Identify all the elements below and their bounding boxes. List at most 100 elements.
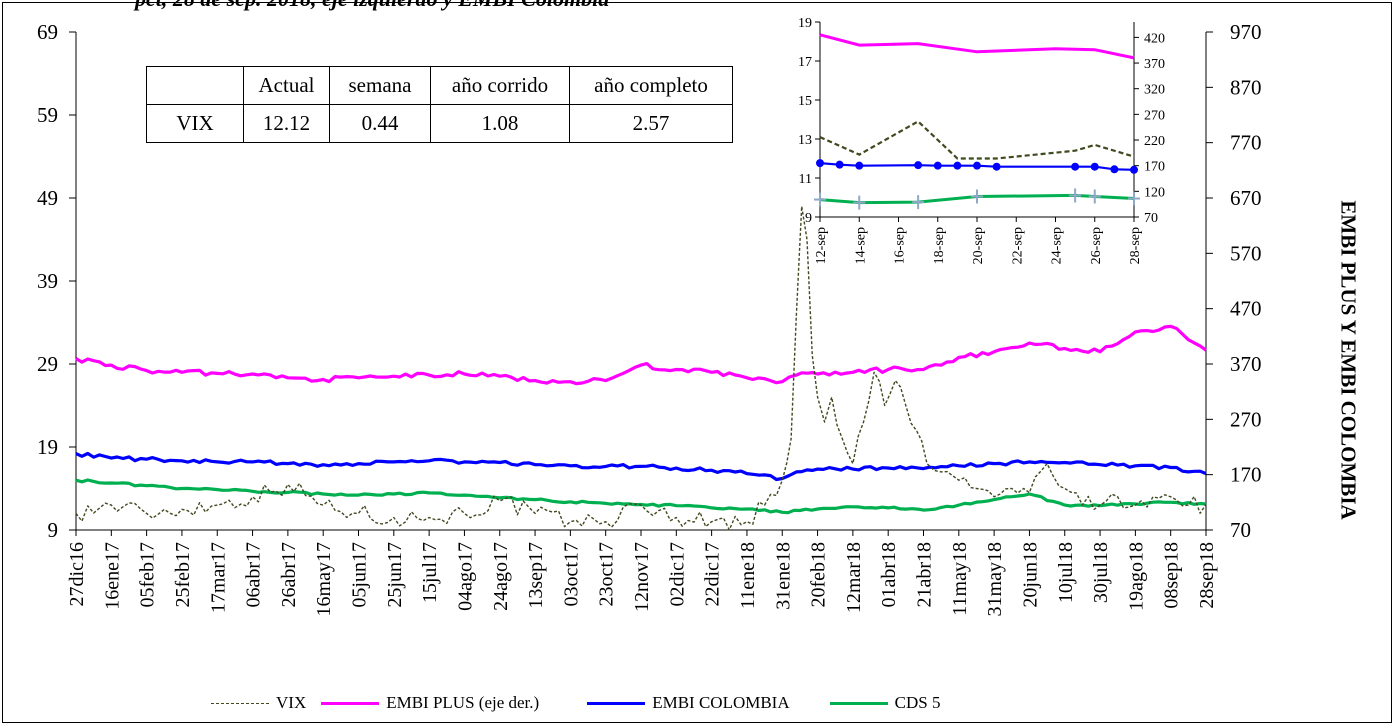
main-axes: 6959493929199970870770670570470370270170…: [37, 20, 1262, 616]
x-tick-label: 25jun17: [384, 542, 406, 608]
inset-x-tick-label: 22-sep: [1010, 227, 1025, 264]
x-tick-label: 26abr17: [278, 542, 300, 608]
inset-y-left-tick-label: 13: [798, 133, 812, 148]
series-line-cds-5: [75, 478, 1207, 515]
x-tick-label: 08sep18: [1161, 542, 1183, 609]
inset-y-right-tick-label: 220: [1144, 134, 1165, 149]
inset-point-embi-colombia: [816, 159, 824, 168]
legend-item: VIX: [211, 693, 306, 713]
y-right-tick-label: 570: [1230, 241, 1262, 265]
inset-y-left-tick-label: 19: [798, 16, 812, 31]
inset-x-tick-label: 14-sep: [853, 227, 868, 264]
table-cell: 12.12: [243, 104, 330, 143]
x-tick-label: 05feb17: [137, 542, 159, 608]
x-tick-label: 11ene18: [737, 542, 759, 609]
inset-y-right-tick-label: 270: [1144, 108, 1165, 123]
table-row: VIX 12.12 0.44 1.08 2.57: [146, 104, 733, 143]
x-tick-label: 20feb18: [808, 542, 830, 608]
inset-point-embi-colombia: [933, 161, 942, 170]
x-tick-label: 17mar17: [207, 542, 229, 613]
x-tick-label: 24ago17: [490, 542, 512, 611]
inset-y-right-tick-label: 70: [1144, 211, 1158, 226]
y-right-tick-label: 170: [1230, 463, 1262, 487]
inset-y-left-tick-label: 17: [798, 55, 812, 70]
y-left-tick-label: 9: [48, 518, 59, 542]
x-tick-label: 10jul18: [1055, 542, 1077, 603]
legend-label: EMBI PLUS (eje der.): [386, 693, 540, 712]
x-tick-label: 28sep18: [1196, 542, 1218, 609]
inset-y-right-tick-label: 420: [1144, 31, 1165, 46]
legend: VIX EMBI PLUS (eje der.) EMBI COLOMBIA C…: [211, 690, 955, 716]
inset-point-embi-colombia: [855, 161, 864, 170]
x-tick-label: 02dic17: [666, 542, 688, 606]
inset-point-embi-colombia: [1130, 165, 1138, 174]
legend-swatch: [321, 701, 380, 705]
legend-swatch: [211, 702, 269, 704]
y-right-tick-label: 770: [1230, 131, 1262, 155]
inset-y-right-tick-label: 120: [1144, 185, 1165, 200]
x-tick-label: 13sep17: [525, 542, 547, 609]
inset-y-left-tick-label: 11: [799, 172, 812, 187]
y-right-tick-label: 370: [1230, 352, 1262, 376]
x-tick-label: 06abr17: [243, 542, 265, 608]
vix-stats-table: Actual semana año corrido año completo V…: [146, 66, 733, 143]
inset-x-tick-label: 16-sep: [893, 227, 908, 264]
inset-background: [820, 22, 1134, 217]
x-tick-label: 16ene17: [101, 542, 123, 610]
table-cell: 0.44: [329, 104, 431, 143]
cut-off-title: pct, 28 de scp. 2018, eje izquierdo y EM…: [135, 0, 609, 12]
inset-point-embi-colombia: [1090, 162, 1099, 171]
y-right-tick-label: 270: [1230, 407, 1262, 431]
x-tick-label: 16may17: [313, 542, 335, 616]
inset-point-embi-colombia: [973, 161, 981, 170]
y-left-tick-label: 29: [37, 352, 58, 376]
x-tick-label: 31ene18: [772, 542, 794, 610]
legend-item: EMBI PLUS (eje der.): [321, 693, 539, 713]
inset-point-embi-colombia: [1110, 165, 1119, 174]
series-line-embi-plus-eje-der-: [75, 324, 1207, 386]
table-header-cell: Actual: [243, 66, 330, 105]
inset-x-tick-label: 12-sep: [814, 227, 829, 264]
x-tick-label: 15jul17: [419, 542, 441, 603]
x-tick-label: 31may18: [984, 542, 1006, 616]
legend-swatch: [829, 701, 888, 705]
table-cell: 2.57: [569, 104, 733, 143]
inset-x-tick-label: 20-sep: [971, 227, 986, 264]
x-tick-label: 21abr18: [914, 542, 936, 608]
inset-series-line-embi-plus: [819, 33, 1135, 60]
inset-point-embi-colombia: [953, 161, 962, 170]
inset-chart: 19 17 15 13 11 9 420 370 320 270 220 170 120 70 12-sep…: [798, 16, 1165, 264]
y-right-tick-label: 670: [1230, 186, 1262, 210]
legend-swatch: [587, 701, 646, 705]
x-tick-label: 20jun18: [1019, 542, 1041, 608]
inset-point-embi-colombia: [914, 161, 923, 170]
inset-x-tick-label: 18-sep: [932, 227, 947, 264]
x-tick-label: 25feb17: [172, 542, 194, 608]
inset-series-line-vix: [819, 120, 1135, 160]
y-left-tick-label: 49: [37, 186, 58, 210]
table-header-row: Actual semana año corrido año completo: [146, 66, 733, 105]
legend-label: VIX: [276, 693, 307, 712]
x-tick-label: 30jul18: [1090, 542, 1112, 603]
y-left-tick-label: 59: [37, 103, 58, 127]
inset-point-embi-colombia: [1071, 162, 1080, 171]
y-right-tick-label: 970: [1230, 20, 1262, 44]
inset-x-tick-label: 28-sep: [1128, 227, 1143, 264]
right-axis-title: EMBI PLUS Y EMBI COLOMBIA: [1336, 200, 1361, 520]
series-line-embi-colombia: [75, 451, 1207, 482]
inset-point-embi-colombia: [835, 160, 844, 169]
y-left-tick-label: 39: [37, 269, 58, 293]
table-header-cell: [146, 66, 244, 105]
inset-y-right-tick-label: 170: [1144, 160, 1165, 175]
legend-label: CDS 5: [894, 693, 941, 712]
table-cell: 1.08: [430, 104, 570, 143]
x-tick-label: 23oct17: [596, 542, 618, 606]
table-header-cell: año completo: [569, 66, 733, 105]
y-right-tick-label: 470: [1230, 297, 1262, 321]
inset-y-left-tick-label: 15: [798, 94, 812, 109]
y-left-tick-label: 19: [37, 435, 58, 459]
x-tick-label: 04ago17: [454, 542, 476, 611]
y-left-tick-label: 69: [37, 20, 58, 44]
